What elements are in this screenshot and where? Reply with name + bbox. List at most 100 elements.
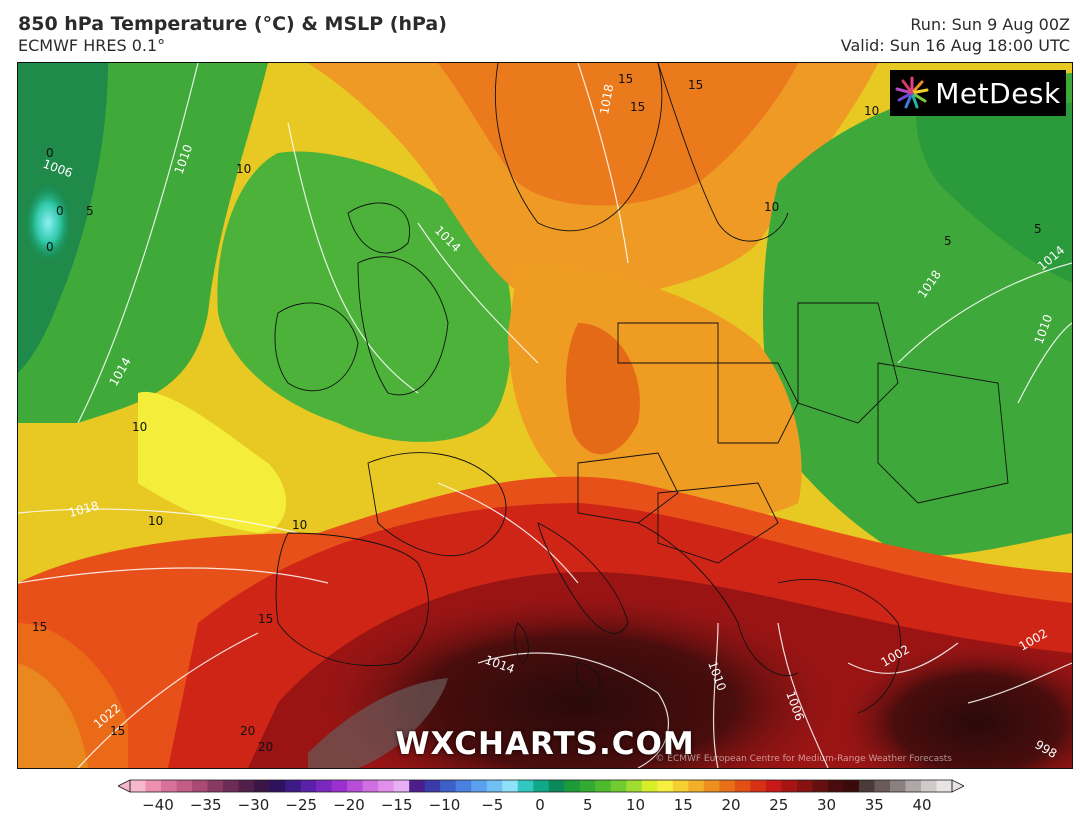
brand-name: MetDesk [935, 76, 1061, 110]
colorbar-tick-label: 25 [769, 796, 789, 814]
colorbar-segment [688, 780, 705, 792]
colorbar-segment [393, 780, 410, 792]
temp-label: 10 [292, 518, 307, 532]
colorbar-segment [486, 780, 503, 792]
colorbar-segment [719, 780, 736, 792]
colorbar-segment [595, 780, 612, 792]
colorbar-segment [440, 780, 457, 792]
colorbar-tick-label: −35 [189, 796, 222, 814]
colorbar-segment [254, 780, 271, 792]
colorbar-tick-label: 15 [673, 796, 693, 814]
temp-label: 15 [688, 78, 703, 92]
colorbar-ticks: −40 −35 −30 −25 −20 −15 −10 −5 0 5 10 15 20 25 30 35 40 [118, 796, 964, 818]
colorbar-tick-label: −5 [481, 796, 504, 814]
colorbar-tick-label: 35 [864, 796, 884, 814]
colorbar-segment [533, 780, 550, 792]
temp-label: 15 [110, 724, 125, 738]
colorbar-segment [145, 780, 162, 792]
colorbar-tick-label: −20 [333, 796, 365, 814]
colorbar-tick-label: −30 [237, 796, 270, 814]
colorbar-segment [858, 780, 875, 792]
colorbar-segment [130, 780, 147, 792]
copyright-text: © ECMWF European Centre for Medium-Range… [655, 754, 952, 764]
colorbar-segment [672, 780, 689, 792]
colorbar-segment [920, 780, 937, 792]
colorbar-segment [455, 780, 472, 792]
temperature-colorbar: −40 −35 −30 −25 −20 −15 −10 −5 0 5 10 15 20 25 30 35 40 [118, 776, 964, 828]
header-right: Run: Sun 9 Aug 00Z Valid: Sun 16 Aug 18:… [841, 14, 1070, 56]
colorbar-max-arrow [951, 779, 964, 793]
temp-label: 10 [236, 162, 251, 176]
temperature-labels: 15 15 10 10 0 0 5 0 10 10 15 15 20 10 5 … [32, 72, 1042, 754]
colorbar-segment [781, 780, 798, 792]
temp-label: 5 [944, 234, 952, 248]
colorbar-segment [579, 780, 596, 792]
colorbar-tick-label: −10 [428, 796, 461, 814]
temp-label: 20 [258, 740, 273, 754]
temp-label: 15 [618, 72, 633, 86]
chart-title: 850 hPa Temperature (°C) & MSLP (hPa) [18, 13, 447, 35]
temp-label: 5 [1034, 222, 1042, 236]
colorbar-segment [285, 780, 302, 792]
colorbar-segment [657, 780, 674, 792]
colorbar-tick-label: −25 [285, 796, 318, 814]
colorbar-segment [207, 780, 224, 792]
model-name: ECMWF HRES 0.1° [18, 36, 166, 55]
colorbar-tick-label: 20 [721, 796, 741, 814]
colorbar-segment [610, 780, 627, 792]
map-canvas: 15 15 10 10 0 0 5 0 10 10 15 15 20 10 5 … [18, 63, 1072, 768]
colorbar-segment [502, 780, 519, 792]
isobar-label: 1018 [597, 83, 616, 116]
colorbar-tick-label: 0 [535, 796, 545, 814]
colorbar-segment [409, 780, 426, 792]
colorbar-segment [548, 780, 565, 792]
temp-label: 0 [46, 240, 54, 254]
colorbar-segment [827, 780, 844, 792]
colorbar-segment [316, 780, 333, 792]
colorbar-segment [703, 780, 720, 792]
colorbar-segment [796, 780, 813, 792]
colorbar-segment [269, 780, 286, 792]
temp-label: 10 [132, 420, 147, 434]
weather-map: 15 15 10 10 0 0 5 0 10 10 15 15 20 10 5 … [17, 62, 1073, 769]
colorbar-tick-label: 10 [625, 796, 646, 814]
colorbar-tick-label: 30 [816, 796, 837, 814]
colorbar-segment [362, 780, 379, 792]
colorbar-segment [641, 780, 658, 792]
colorbar-segment [331, 780, 348, 792]
colorbar-segment [936, 780, 953, 792]
colorbar-tick-label: −15 [380, 796, 413, 814]
temp-label: 10 [148, 514, 163, 528]
isobar-lines [18, 63, 1072, 768]
colorbar-segment [889, 780, 906, 792]
temp-label: 15 [32, 620, 47, 634]
colorbar-tick-label: −40 [142, 796, 174, 814]
colorbar-segment [750, 780, 767, 792]
run-time: Run: Sun 9 Aug 00Z [910, 15, 1070, 34]
temp-label: 20 [240, 724, 255, 738]
colorbar-segment [517, 780, 534, 792]
colorbar-border [129, 779, 953, 793]
colorbar-segment [161, 780, 178, 792]
header-left: 850 hPa Temperature (°C) & MSLP (hPa) EC… [18, 12, 447, 56]
temp-label: 0 [56, 204, 64, 218]
colorbar-segment [471, 780, 488, 792]
temp-label: 10 [864, 104, 879, 118]
colorbar-segment [378, 780, 395, 792]
colorbar-segment [238, 780, 255, 792]
colorbar-segment [843, 780, 860, 792]
temp-label: 0 [46, 146, 54, 160]
colorbar-strip [118, 779, 964, 793]
colorbar-segment [424, 780, 441, 792]
wxcharts-watermark: WXCHARTS.COM [395, 726, 695, 762]
temp-label: 15 [258, 612, 273, 626]
colorbar-segment [812, 780, 829, 792]
colorbar-segment [626, 780, 643, 792]
colorbar-segment [300, 780, 317, 792]
colorbar-tick-label: 5 [582, 796, 593, 814]
colorbar-tick-label: 40 [912, 796, 932, 814]
temp-label: 10 [764, 200, 779, 214]
metdesk-logo: MetDesk [890, 70, 1066, 116]
temp-label: 15 [630, 100, 645, 114]
colorbar-segment [347, 780, 364, 792]
